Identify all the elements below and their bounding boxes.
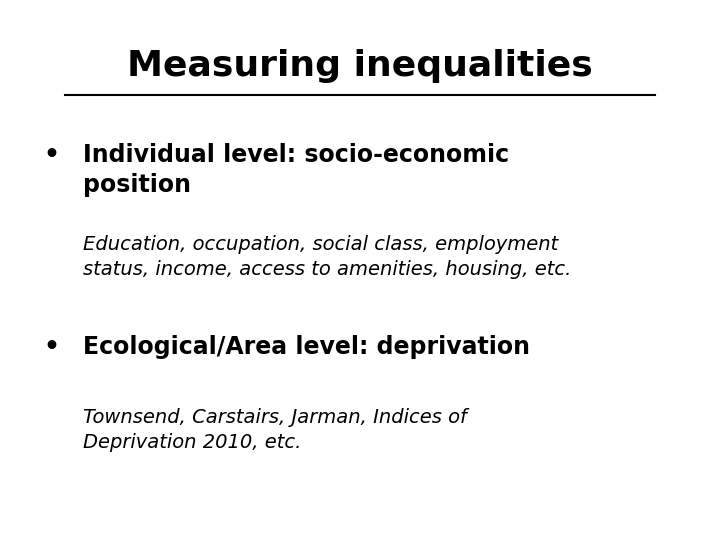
- Text: Townsend, Carstairs, Jarman, Indices of
Deprivation 2010, etc.: Townsend, Carstairs, Jarman, Indices of …: [83, 408, 467, 451]
- Text: Education, occupation, social class, employment
status, income, access to amenit: Education, occupation, social class, emp…: [83, 235, 571, 279]
- Text: Ecological/Area level: deprivation: Ecological/Area level: deprivation: [83, 335, 530, 359]
- Text: •: •: [43, 143, 59, 167]
- Text: Measuring inequalities: Measuring inequalities: [127, 49, 593, 83]
- Text: Individual level: socio-economic
position: Individual level: socio-economic positio…: [83, 143, 509, 197]
- Text: •: •: [43, 335, 59, 359]
